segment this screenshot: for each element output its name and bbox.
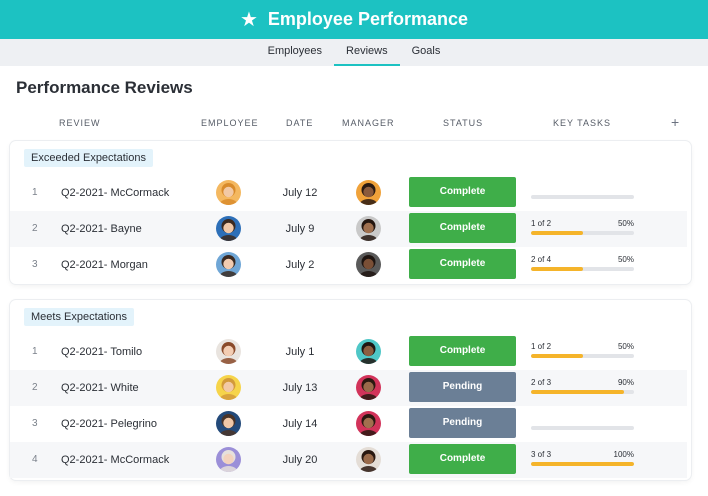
task-count: 1 of 2	[531, 219, 552, 228]
progress-track	[531, 354, 634, 358]
row-number: 3	[32, 418, 38, 429]
group-exceeded-expectations: Exceeded Expectations 1 Q2-2021- McCormac…	[10, 141, 691, 284]
row-number: 1	[32, 187, 38, 198]
review-date: July 14	[282, 418, 318, 430]
page-title: Performance Reviews	[16, 78, 193, 97]
add-column-icon[interactable]: +	[671, 114, 680, 130]
review-date: July 9	[285, 223, 315, 235]
review-date: July 20	[282, 454, 318, 466]
progress-fill	[531, 390, 624, 394]
manager-avatar[interactable]	[356, 252, 381, 277]
tab-employees[interactable]: Employees	[267, 45, 323, 57]
key-tasks-progress	[531, 182, 634, 204]
review-name-link[interactable]: Q2-2021- Bayne	[61, 223, 142, 235]
review-date: July 13	[282, 382, 318, 394]
column-header-date[interactable]: DATE	[286, 118, 314, 128]
task-percent: 50%	[617, 342, 634, 351]
review-date: July 2	[285, 259, 315, 271]
key-tasks-progress: 1 of 2 50%	[531, 218, 634, 240]
progress-track	[531, 231, 634, 235]
progress-track	[531, 195, 634, 199]
task-count: 2 of 4	[531, 255, 552, 264]
progress-fill	[531, 462, 634, 466]
table-row[interactable]: 1 Q2-2021- Tomilo July 1 Complete 1 of 2 50%	[10, 334, 687, 370]
row-number: 2	[32, 223, 38, 234]
column-header-status[interactable]: STATUS	[443, 118, 484, 128]
progress-fill	[531, 231, 583, 235]
manager-avatar[interactable]	[356, 447, 381, 472]
table-row[interactable]: 4 Q2-2021- McCormack July 20 Complete 3 of 3…	[10, 442, 687, 478]
nav-tabs: Employees Reviews Goals	[0, 39, 708, 66]
review-date: July 12	[282, 187, 318, 199]
column-header-employee[interactable]: EMPLOYEE	[201, 118, 259, 128]
tab-reviews[interactable]: Reviews	[334, 39, 400, 66]
manager-avatar[interactable]	[356, 216, 381, 241]
star-icon: ★	[239, 8, 258, 31]
app-title: Employee Performance	[267, 9, 469, 29]
progress-fill	[531, 354, 583, 358]
group-meets-expectations: Meets Expectations 1 Q2-2021- Tomilo July …	[10, 300, 691, 480]
progress-track	[531, 267, 634, 271]
review-name-link[interactable]: Q2-2021- White	[61, 382, 139, 394]
row-number: 1	[32, 346, 38, 357]
manager-avatar[interactable]	[356, 375, 381, 400]
status-badge[interactable]: Complete	[409, 213, 516, 243]
employee-avatar[interactable]	[216, 411, 241, 436]
employee-avatar[interactable]	[216, 180, 241, 205]
status-badge[interactable]: Complete	[409, 249, 516, 279]
status-badge[interactable]: Pending	[409, 408, 516, 438]
review-name-link[interactable]: Q2-2021- Tomilo	[61, 346, 143, 358]
status-badge[interactable]: Complete	[409, 336, 516, 366]
tab-goals[interactable]: Goals	[411, 45, 441, 57]
main-content: Performance Reviews REVIEW EMPLOYEE DATE…	[0, 66, 708, 496]
review-name-link[interactable]: Q2-2021- Morgan	[61, 259, 148, 271]
employee-avatar[interactable]	[216, 375, 241, 400]
manager-avatar[interactable]	[356, 411, 381, 436]
manager-avatar[interactable]	[356, 180, 381, 205]
progress-fill	[531, 267, 583, 271]
task-count: 3 of 3	[531, 450, 552, 459]
table-row[interactable]: 2 Q2-2021- White July 13 Pending 2 of 3 90%	[10, 370, 687, 406]
task-count: 1 of 2	[531, 342, 552, 351]
table-row[interactable]: 3 Q2-2021- Morgan July 2 Complete 2 of 4 50%	[10, 247, 687, 283]
review-name-link[interactable]: Q2-2021- McCormack	[61, 187, 170, 199]
key-tasks-progress: 2 of 3 90%	[531, 377, 634, 399]
key-tasks-progress: 2 of 4 50%	[531, 254, 634, 276]
employee-avatar[interactable]	[216, 252, 241, 277]
employee-avatar[interactable]	[216, 447, 241, 472]
column-header-review[interactable]: REVIEW	[59, 118, 101, 128]
task-percent: 50%	[617, 219, 634, 228]
progress-track	[531, 390, 634, 394]
key-tasks-progress	[531, 413, 634, 435]
task-count: 2 of 3	[531, 378, 552, 387]
row-number: 2	[32, 382, 38, 393]
row-number: 4	[32, 454, 38, 465]
key-tasks-progress: 1 of 2 50%	[531, 341, 634, 363]
group-label: Meets Expectations	[24, 308, 134, 326]
status-badge[interactable]: Pending	[409, 372, 516, 402]
table-row[interactable]: 1 Q2-2021- McCormack July 12 Complete	[10, 175, 687, 211]
status-badge[interactable]: Complete	[409, 177, 516, 207]
key-tasks-progress: 3 of 3 100%	[531, 449, 634, 471]
app-header: ★ Employee Performance	[0, 0, 708, 39]
task-percent: 90%	[617, 378, 634, 387]
manager-avatar[interactable]	[356, 339, 381, 364]
table-row[interactable]: 2 Q2-2021- Bayne July 9 Complete 1 of 2 50%	[10, 211, 687, 247]
task-percent: 50%	[617, 255, 634, 264]
review-date: July 1	[285, 346, 315, 358]
employee-avatar[interactable]	[216, 339, 241, 364]
progress-track	[531, 462, 634, 466]
review-name-link[interactable]: Q2-2021- Pelegrino	[61, 418, 158, 430]
progress-track	[531, 426, 634, 430]
column-header-key-tasks[interactable]: KEY TASKS	[553, 118, 612, 128]
row-number: 3	[32, 259, 38, 270]
task-percent: 100%	[613, 450, 634, 459]
status-badge[interactable]: Complete	[409, 444, 516, 474]
column-header-manager[interactable]: MANAGER	[342, 118, 395, 128]
employee-avatar[interactable]	[216, 216, 241, 241]
review-name-link[interactable]: Q2-2021- McCormack	[61, 454, 170, 466]
table-row[interactable]: 3 Q2-2021- Pelegrino July 14 Pending	[10, 406, 687, 442]
group-label: Exceeded Expectations	[24, 149, 153, 167]
